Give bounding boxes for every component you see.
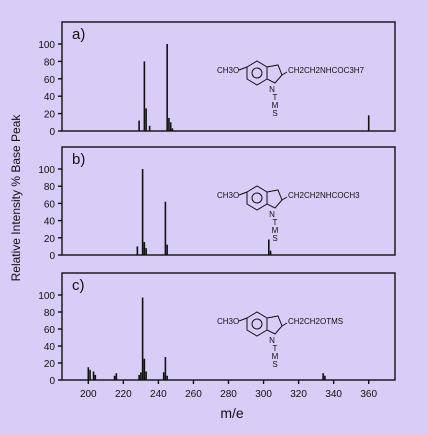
- molecular-structure: CH3O CH2CH2OTMS NT M S: [217, 311, 343, 369]
- x-tick-label: 240: [150, 389, 167, 400]
- structure-aromatic-circle: [251, 318, 263, 330]
- panel-label: a): [72, 26, 85, 43]
- y-tick-label: 20: [44, 110, 56, 121]
- structure-nitrogen: N: [269, 210, 275, 219]
- structure-bond: [238, 191, 248, 196]
- y-tick-label: 100: [38, 165, 55, 176]
- x-tick-label: 300: [255, 389, 272, 400]
- x-tick-label: 340: [325, 389, 342, 400]
- structure-bond: [281, 322, 288, 327]
- structure-tms-letter: T: [273, 218, 278, 227]
- structure-tms-letter: M: [272, 101, 279, 110]
- y-tick-label: 60: [44, 75, 56, 86]
- structure-tms-letter: M: [272, 226, 279, 235]
- y-tick-label: 20: [44, 234, 56, 245]
- structure-side-chain: CH2CH2NHCOC3H7: [288, 66, 365, 75]
- structure-bond: [238, 66, 248, 71]
- structure-substituent: CH3O: [217, 317, 239, 326]
- structure-tms-letter: S: [272, 234, 277, 243]
- x-axis-tick-labels: 200 220 240 260 280 300 320 340 360: [80, 380, 377, 400]
- structure-bond: [238, 317, 248, 322]
- structure-aromatic-circle: [251, 67, 263, 79]
- x-tick-label: 220: [115, 389, 132, 400]
- structure-pyrrole-ring: [266, 64, 283, 84]
- molecular-structure: CH3O CH2CH2NHCOCH3 NT M S: [217, 185, 360, 243]
- spectrum-panel-3: 0 20 40 60 80 100 c) CH3O CH2CH2OTMS NT M S: [38, 272, 396, 387]
- y-tick-label: 0: [49, 376, 55, 387]
- structure-nitrogen: N: [269, 336, 275, 345]
- structure-substituent: CH3O: [217, 191, 239, 200]
- structure-tms-letter: S: [272, 109, 277, 118]
- y-tick-label: 80: [44, 182, 56, 193]
- y-tick-label: 40: [44, 92, 56, 103]
- y-axis-label: Relative Intensity % Base Peak: [9, 114, 23, 282]
- x-tick-label: 260: [185, 389, 202, 400]
- structure-substituent: CH3O: [217, 66, 239, 75]
- structure-nitrogen: N: [269, 85, 275, 94]
- structure-benzene-ring: [246, 60, 268, 86]
- y-tick-label: 20: [44, 359, 56, 370]
- y-tick-label: 60: [44, 199, 56, 210]
- x-axis-label: m/e: [220, 405, 244, 421]
- structure-benzene-ring: [246, 311, 268, 337]
- structure-bond: [281, 196, 288, 201]
- structure-aromatic-circle: [251, 192, 263, 204]
- x-tick-label: 320: [290, 389, 307, 400]
- structure-side-chain: CH2CH2NHCOCH3: [288, 191, 360, 200]
- y-tick-label: 100: [38, 291, 55, 302]
- structure-pyrrole-ring: [266, 315, 283, 335]
- spectrum-panel-1: 0 20 40 60 80 100 a) CH3O CH2CH2NHCOC3H7 NT M S: [38, 21, 396, 138]
- structure-bond: [281, 71, 288, 76]
- y-tick-label: 40: [44, 217, 56, 228]
- x-tick-label: 200: [80, 389, 97, 400]
- panel-frame: [61, 272, 396, 381]
- spectrum-panel-2: 0 20 40 60 80 100 b) CH3O CH2CH2NHCOCH3 NT M S: [38, 146, 396, 262]
- y-tick-label: 80: [44, 57, 56, 68]
- structure-tms-letter: S: [272, 360, 277, 369]
- panel-frame: [61, 146, 396, 256]
- y-tick-label: 0: [49, 251, 55, 262]
- y-tick-label: 100: [38, 40, 55, 51]
- structure-side-chain: CH2CH2OTMS: [288, 317, 343, 326]
- structure-pyrrole-ring: [266, 189, 283, 209]
- molecular-structure: CH3O CH2CH2NHCOC3H7 NT M S: [217, 60, 365, 118]
- panel-frame: [61, 21, 396, 132]
- y-tick-label: 80: [44, 308, 56, 319]
- panel-label: c): [72, 277, 85, 294]
- y-tick-label: 60: [44, 325, 56, 336]
- x-tick-label: 360: [360, 389, 377, 400]
- y-tick-label: 0: [49, 127, 55, 138]
- structure-tms-letter: M: [272, 352, 279, 361]
- x-tick-label: 280: [220, 389, 237, 400]
- structure-tms-letter: T: [273, 344, 278, 353]
- structure-benzene-ring: [246, 185, 268, 211]
- panel-label: b): [72, 151, 85, 168]
- y-tick-label: 40: [44, 342, 56, 353]
- structure-tms-letter: T: [273, 93, 278, 102]
